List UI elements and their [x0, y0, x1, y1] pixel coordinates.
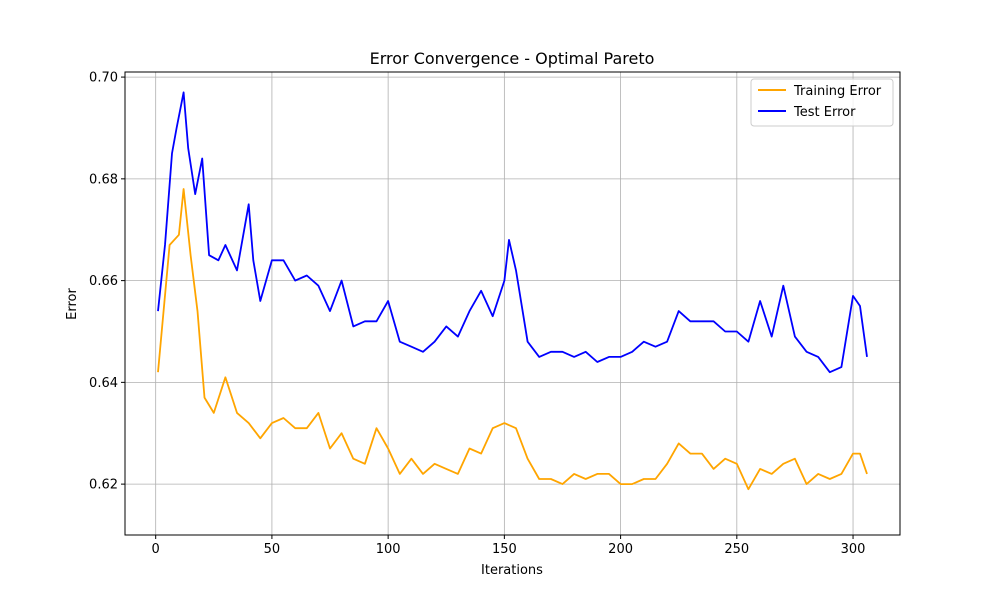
x-tick-label: 100 — [376, 542, 401, 557]
y-tick-label: 0.64 — [89, 376, 118, 391]
y-tick-label: 0.62 — [89, 478, 118, 493]
chart-title: Error Convergence - Optimal Pareto — [370, 49, 655, 68]
series-line-training-error — [157, 188, 868, 491]
x-tick-label: 300 — [841, 542, 866, 557]
x-tick-label: 150 — [492, 542, 517, 557]
series-group — [157, 91, 868, 491]
legend-label-training-error: Training Error — [793, 84, 882, 99]
x-tick-label: 200 — [608, 542, 633, 557]
plot-frame — [124, 71, 901, 536]
legend: Training Error Test Error — [750, 78, 894, 127]
plot-background — [125, 72, 900, 535]
x-axis-ticks: 0 50 100 150 200 250 300 — [152, 535, 866, 557]
y-axis-label: Error — [65, 288, 80, 320]
legend-box — [750, 78, 894, 127]
y-axis-ticks: 0.62 0.64 0.66 0.68 0.70 — [89, 71, 125, 493]
x-axis-label: Iterations — [481, 563, 543, 578]
y-tick-label: 0.68 — [89, 172, 118, 187]
x-tick-label: 50 — [264, 542, 281, 557]
x-tick-label: 0 — [152, 542, 160, 557]
y-tick-label: 0.70 — [89, 71, 118, 86]
grid — [125, 72, 900, 535]
series-line-test-error — [157, 91, 868, 374]
x-tick-label: 250 — [724, 542, 749, 557]
legend-label-test-error: Test Error — [793, 105, 856, 120]
y-tick-label: 0.66 — [89, 274, 118, 289]
